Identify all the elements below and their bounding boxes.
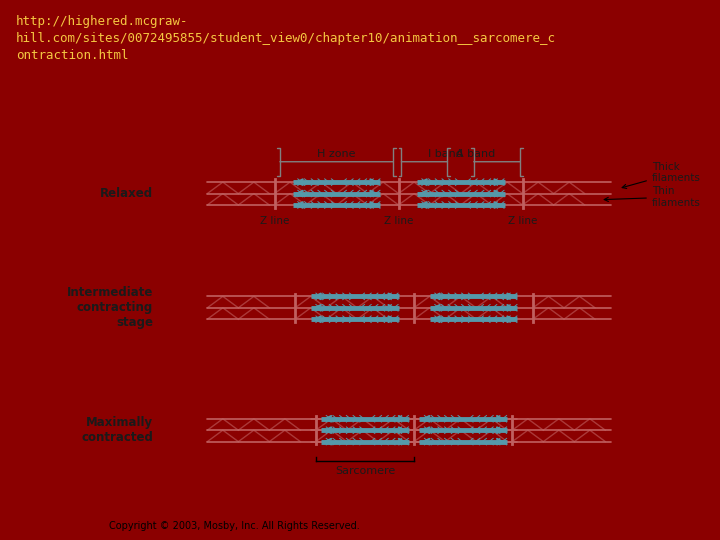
Text: Relaxed: Relaxed xyxy=(100,187,153,200)
Text: Thin
filaments: Thin filaments xyxy=(604,186,701,208)
Text: Z line: Z line xyxy=(508,216,537,226)
Text: Z line: Z line xyxy=(384,216,413,226)
Text: I band: I band xyxy=(428,149,462,159)
Text: A band: A band xyxy=(456,149,496,159)
Text: Intermediate
contracting
stage: Intermediate contracting stage xyxy=(67,286,153,329)
Text: H zone: H zone xyxy=(318,149,356,159)
Text: Copyright © 2003, Mosby, Inc. All Rights Reserved.: Copyright © 2003, Mosby, Inc. All Rights… xyxy=(109,521,360,531)
Text: Maximally
contracted: Maximally contracted xyxy=(81,416,153,444)
Text: http://highered.mcgraw-
hill.com/sites/0072495855/student_view0/chapter10/animat: http://highered.mcgraw- hill.com/sites/0… xyxy=(16,15,556,62)
Text: Thick
filaments: Thick filaments xyxy=(622,161,701,188)
Text: Sarcomere: Sarcomere xyxy=(335,465,395,476)
Text: Z line: Z line xyxy=(260,216,289,226)
